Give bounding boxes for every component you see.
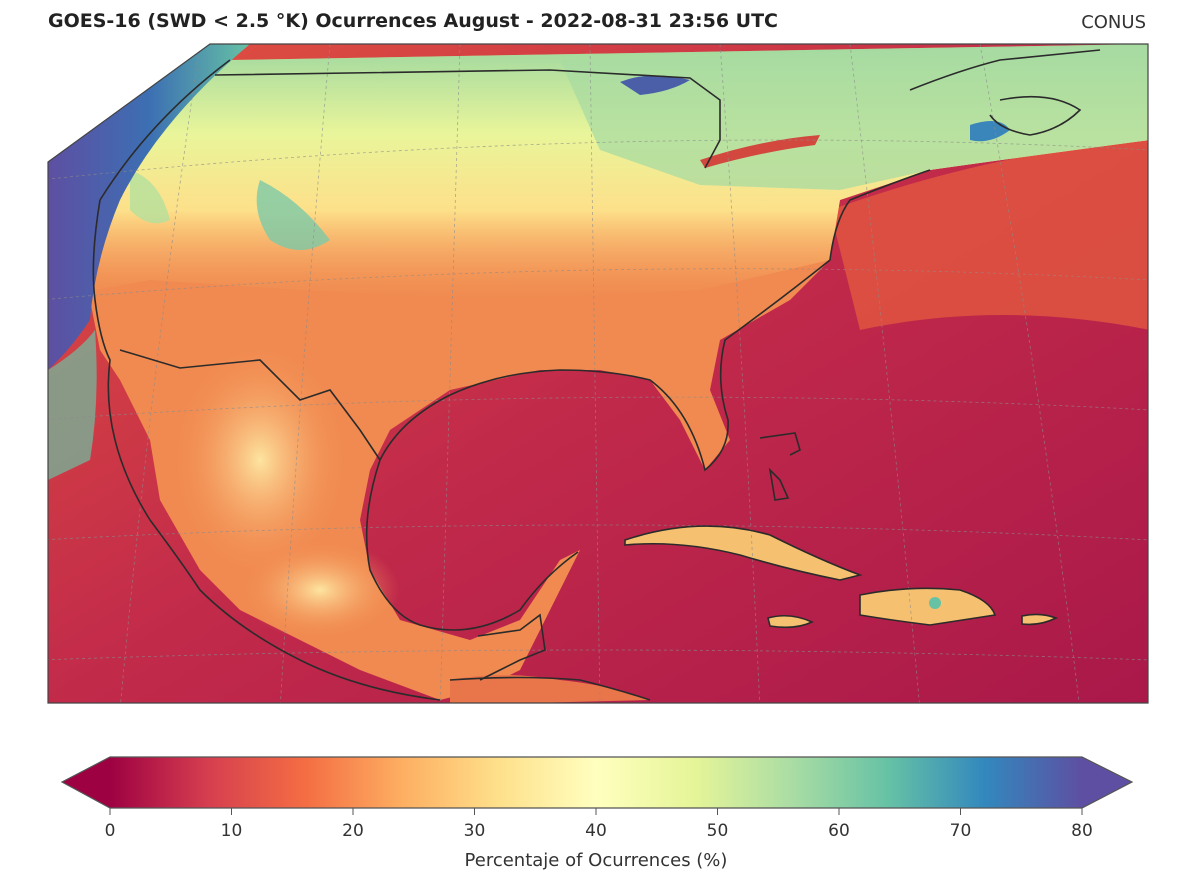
- colorbar-tick-label: 80: [1071, 821, 1093, 841]
- colorbar-outline: [60, 756, 1134, 809]
- colorbar-body: [110, 757, 1082, 808]
- colorbar-tick-label: 0: [105, 821, 116, 841]
- colorbar-tick-label: 20: [342, 821, 364, 841]
- colorbar-tick-label: 50: [707, 821, 729, 841]
- colorbar-label: Percentaje of Ocurrences (%): [465, 850, 728, 871]
- colorbar-tick-label: 30: [464, 821, 486, 841]
- region-label: CONUS: [1081, 12, 1146, 33]
- coastlines: [92, 49, 1101, 701]
- colorbar-ticks: 0 10 20 30 40 50 60 70 80: [105, 808, 1093, 841]
- map-panel: [47, 43, 1149, 704]
- colorbar-tick-label: 60: [828, 821, 850, 841]
- map-border: [47, 43, 1149, 704]
- colorbar-tick-label: 70: [950, 821, 972, 841]
- colorbar-tick-label: 40: [585, 821, 607, 841]
- map-title: GOES-16 (SWD < 2.5 °K) Ocurrences August…: [48, 10, 778, 32]
- colorbar-low-extension: [62, 757, 110, 808]
- colorbar-tick-label: 10: [221, 821, 243, 841]
- graticule: [48, 44, 1148, 703]
- colorbar-high-extension: [1082, 757, 1132, 808]
